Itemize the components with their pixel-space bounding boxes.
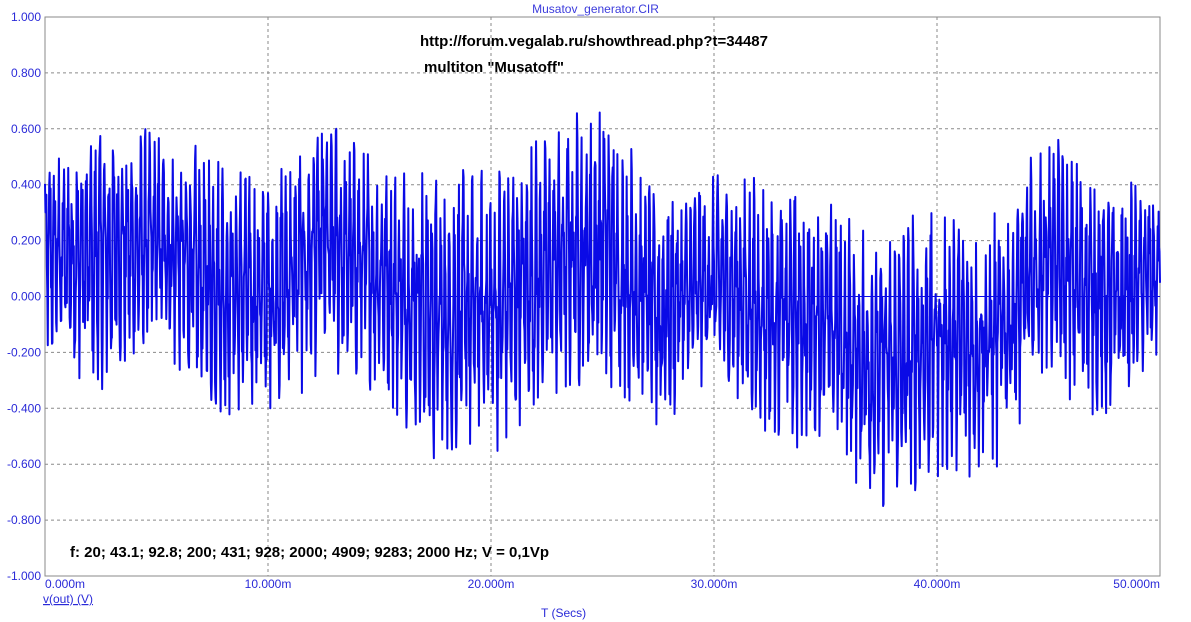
y-tick-label: -1.000 <box>7 569 41 583</box>
y-tick-label: 0.000 <box>11 290 41 304</box>
y-tick-label: 0.600 <box>11 122 41 136</box>
x-axis-label: T (Secs) <box>541 606 586 620</box>
series-line-vout <box>44 111 1161 507</box>
y-tick-label: -0.600 <box>7 457 41 471</box>
y-tick-label: -0.800 <box>7 513 41 527</box>
y-tick-label: 0.800 <box>11 66 41 80</box>
x-tick-label: 40.000m <box>914 577 961 591</box>
window-title: Musatov_generator.CIR <box>532 2 659 16</box>
x-tick-labels: 0.000m 10.000m 20.000m 30.000m 40.000m 50.000… <box>45 577 1160 591</box>
x-tick-label: 50.000m <box>1113 577 1160 591</box>
y-tick-label: 0.200 <box>11 234 41 248</box>
annotation-url: http://forum.vegalab.ru/showthread.php?t… <box>420 33 768 50</box>
annotation-frequencies: f: 20; 43.1; 92.8; 200; 431; 928; 2000; … <box>70 544 549 561</box>
x-tick-label: 20.000m <box>468 577 515 591</box>
x-tick-label: 0.000m <box>45 577 85 591</box>
y-tick-label: 0.400 <box>11 178 41 192</box>
y-tick-label: -0.200 <box>7 345 41 359</box>
annotation-multiton: multiton "Musatoff" <box>424 59 564 76</box>
y-tick-label: 1.000 <box>11 10 41 24</box>
y-tick-labels: 1.000 0.800 0.600 0.400 0.200 0.000 -0.200 -0.4… <box>7 10 41 583</box>
x-tick-label: 30.000m <box>691 577 738 591</box>
x-tick-label: 10.000m <box>245 577 292 591</box>
legend-vout[interactable]: v(out) (V) <box>43 592 93 606</box>
trace-layer <box>44 111 1161 507</box>
y-tick-label: -0.400 <box>7 401 41 415</box>
